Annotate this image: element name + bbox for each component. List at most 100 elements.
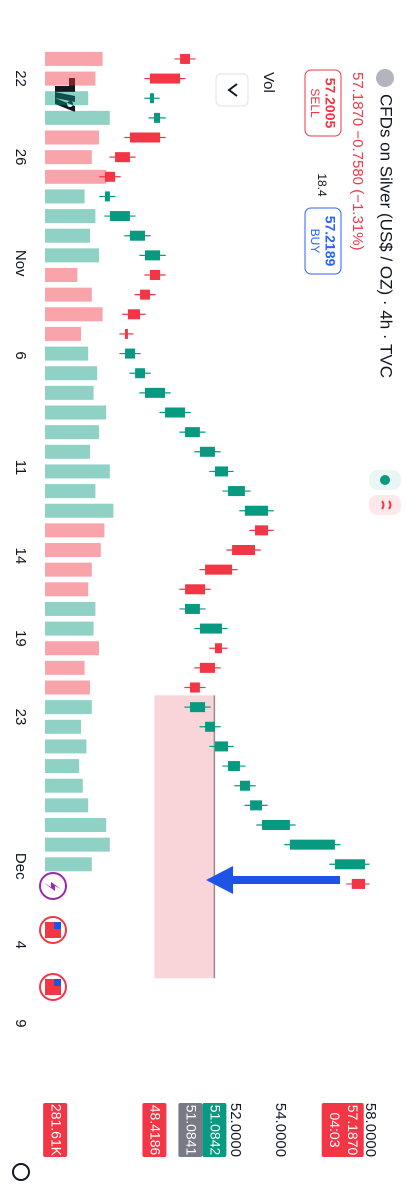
- volume-bar: [45, 621, 94, 636]
- candle-body: [239, 780, 251, 791]
- volume-bar: [45, 366, 98, 381]
- price-tag: [321, 1103, 364, 1157]
- y-tick-label: 52.0000: [227, 1103, 244, 1157]
- volume-bar: [44, 464, 110, 479]
- x-tick-label: 23: [12, 709, 29, 726]
- volume-bar: [45, 91, 89, 106]
- candle-body: [244, 505, 269, 516]
- volume-bar: [45, 680, 90, 695]
- chevron: [227, 83, 238, 97]
- volume-bar: [45, 405, 107, 420]
- settings-icon[interactable]: [12, 1163, 30, 1181]
- candle-body: [334, 859, 366, 870]
- spread: 18.4: [315, 173, 329, 197]
- x-tick-label: 22: [12, 70, 29, 87]
- volume-bar: [44, 601, 96, 616]
- volume-tag-label: 281.61K: [48, 1104, 64, 1157]
- volume-bar: [45, 51, 103, 66]
- volume-bar: [44, 150, 92, 165]
- candle-body: [109, 211, 130, 222]
- volume-bar: [44, 778, 83, 793]
- sell-button[interactable]: [304, 69, 342, 137]
- volume-bar: [44, 503, 114, 518]
- price-tag-label: 51.0842: [208, 1105, 224, 1156]
- volume-bar: [45, 189, 85, 204]
- candle-body: [144, 250, 161, 261]
- volume-bar: [44, 523, 105, 538]
- candle-body: [104, 171, 116, 182]
- x-tick-label: Dec: [12, 853, 29, 880]
- candle-body: [214, 466, 229, 477]
- volume-bar: [45, 444, 90, 459]
- volume-bar: [45, 326, 81, 341]
- buy-button[interactable]: [304, 207, 342, 275]
- buy-price: 57.2189: [322, 216, 338, 267]
- candle-body: [127, 309, 141, 320]
- volume-bar: [45, 130, 99, 145]
- price-tag: [178, 1103, 203, 1157]
- price-tag: [202, 1103, 227, 1157]
- volume-bar: [44, 739, 87, 754]
- x-tick-label: 6: [12, 351, 29, 359]
- y-tick-label: 58.0000: [362, 1103, 379, 1157]
- candle-body: [165, 407, 186, 418]
- volume-bar: [45, 582, 89, 597]
- sell-label: SELL: [308, 88, 322, 118]
- candle-body: [140, 289, 150, 300]
- candle-body: [199, 623, 222, 634]
- lightning: [44, 882, 61, 891]
- arrow-head: [206, 866, 233, 894]
- volume-bar: [45, 346, 89, 361]
- volume-bar: [44, 857, 92, 872]
- toggle-red[interactable]: [369, 495, 401, 515]
- volume-bar: [45, 228, 90, 243]
- candle-body: [185, 603, 200, 614]
- vol-label: Vol: [260, 72, 277, 93]
- volume-bar: [44, 837, 110, 852]
- zone: [154, 695, 215, 979]
- candle-body: [232, 545, 256, 555]
- candle-body: [124, 328, 128, 339]
- volume-bar: [45, 818, 107, 832]
- candle-body: [149, 93, 154, 104]
- candle-body: [214, 741, 229, 752]
- buy-label: BUY: [308, 229, 322, 254]
- logo: [55, 78, 75, 112]
- x-tick-label: Nov: [12, 250, 29, 277]
- toggle-wave: [381, 500, 392, 510]
- candle-body: [185, 584, 206, 595]
- candle-body: [228, 486, 245, 497]
- candle-body: [199, 662, 215, 673]
- price-tag-label: 57.1870: [345, 1105, 361, 1156]
- candle-body: [135, 368, 145, 379]
- candle-body: [189, 682, 200, 693]
- candle-body: [250, 800, 262, 811]
- candle-body: [199, 446, 215, 457]
- candle-body: [205, 721, 215, 732]
- flag-canton: [54, 979, 61, 986]
- volume-bar: [44, 543, 101, 557]
- volume-bar: [44, 209, 96, 224]
- x-tick-label: 4: [12, 941, 29, 949]
- volume-bar: [44, 110, 110, 125]
- price-tag: [142, 1103, 167, 1157]
- candle-body: [289, 839, 335, 850]
- volume-bar: [45, 169, 107, 184]
- x-tick-label: 19: [12, 630, 29, 647]
- candle-body: [129, 230, 145, 241]
- volume-bar: [45, 660, 85, 675]
- collapse-button[interactable]: [215, 73, 249, 107]
- candle-body: [255, 525, 269, 536]
- candle-body: [144, 387, 166, 398]
- volume-bar: [44, 484, 96, 499]
- candle-body: [185, 427, 200, 438]
- x-tick-label: 26: [12, 149, 29, 166]
- volume-bar: [45, 425, 99, 440]
- volume-bar: [44, 268, 78, 282]
- y-tick-label: 54.0000: [272, 1103, 289, 1157]
- volume-bar: [45, 248, 99, 263]
